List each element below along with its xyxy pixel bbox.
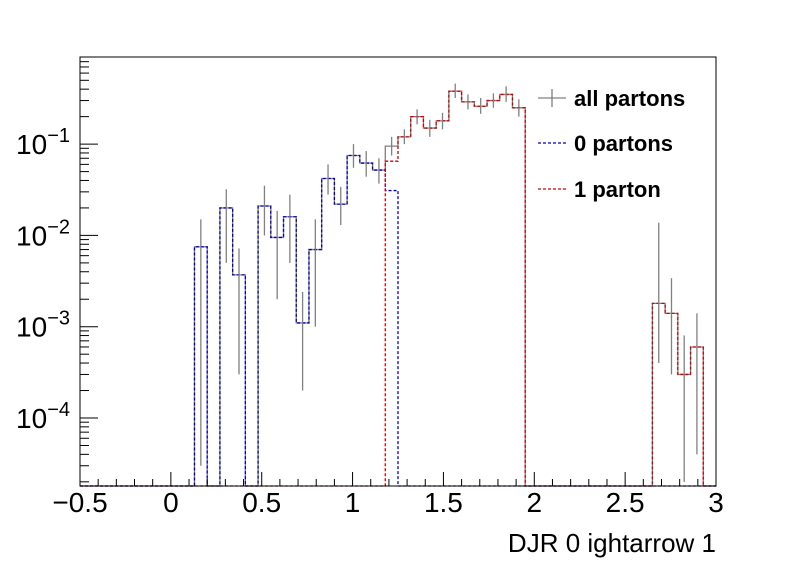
x-tick-label: −0.5: [52, 487, 107, 518]
y-tick-label: 10−3: [16, 308, 70, 343]
x-tick-label: 1.5: [424, 487, 463, 518]
y-tick-label: 10−2: [16, 216, 70, 251]
x-tick-label: 3: [708, 487, 724, 518]
x-tick-label: 1: [345, 487, 361, 518]
y-axis: 10−4 10−3 10−2 10−1: [16, 56, 98, 483]
legend-label: 0 partons: [574, 131, 673, 156]
legend: all partons 0 partons 1 parton: [538, 86, 685, 202]
legend-label: 1 parton: [574, 177, 661, 202]
y-tick-label: 10−4: [16, 399, 70, 434]
error-bar-layer: [200, 83, 698, 482]
legend-label: all partons: [574, 86, 685, 111]
x-tick-label: 0: [163, 487, 179, 518]
x-axis: −0.5 0 0.5 1 1.5 2 2.5 3: [52, 472, 724, 518]
x-tick-label: 0.5: [242, 487, 281, 518]
x-axis-title: DJR 0 ightarrow 1: [508, 528, 716, 558]
x-tick-label: 2: [526, 487, 542, 518]
y-tick-label: 10−1: [16, 125, 70, 160]
x-tick-label: 2.5: [606, 487, 645, 518]
